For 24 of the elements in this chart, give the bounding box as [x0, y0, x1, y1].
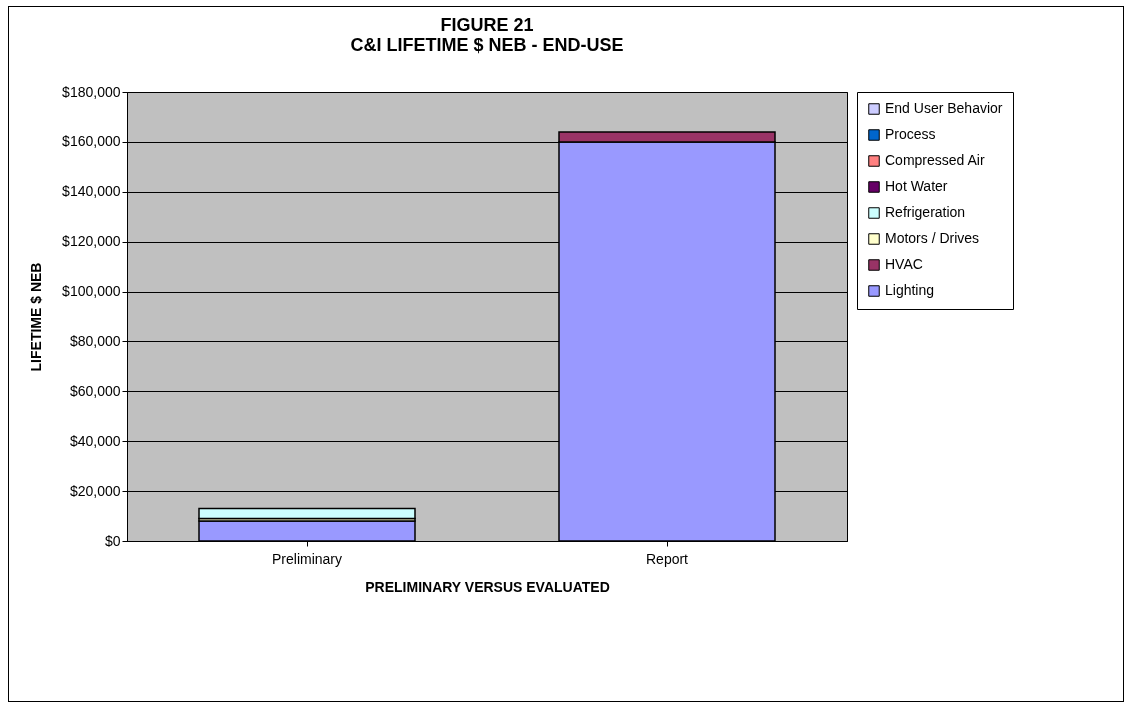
- y-tick-label: $100,000: [62, 283, 121, 300]
- y-tick-label: $180,000: [62, 83, 121, 100]
- legend-label: HVAC: [885, 256, 923, 272]
- y-tick-label: $140,000: [62, 183, 121, 200]
- chart-title: FIGURE 21 C&I LIFETIME $ NEB - END-USE: [350, 15, 624, 55]
- legend-label: Process: [885, 126, 936, 142]
- y-tick-label: $80,000: [69, 332, 121, 349]
- legend-label: End User Behavior: [885, 100, 1003, 116]
- legend-label: Compressed Air: [885, 152, 985, 168]
- x-axis-title: PRELIMINARY VERSUS EVALUATED: [365, 578, 610, 595]
- y-tick-label: $40,000: [69, 432, 121, 449]
- y-tick-label: $20,000: [69, 482, 121, 499]
- x-tick-label: Preliminary: [271, 550, 343, 567]
- bar: [198, 507, 416, 520]
- legend-label: Lighting: [885, 282, 935, 298]
- y-tick-label: $120,000: [62, 233, 121, 250]
- y-axis-title: LIFETIME $ NEB: [28, 262, 45, 372]
- legend-label: Motors / Drives: [885, 230, 980, 246]
- x-tick-label: Report: [645, 550, 689, 567]
- legend-label: Refrigeration: [885, 204, 966, 220]
- y-tick-label: $0: [104, 532, 121, 549]
- y-tick-label: $160,000: [62, 133, 121, 150]
- y-tick-label: $60,000: [69, 382, 121, 399]
- legend-label: Hot Water: [885, 178, 948, 194]
